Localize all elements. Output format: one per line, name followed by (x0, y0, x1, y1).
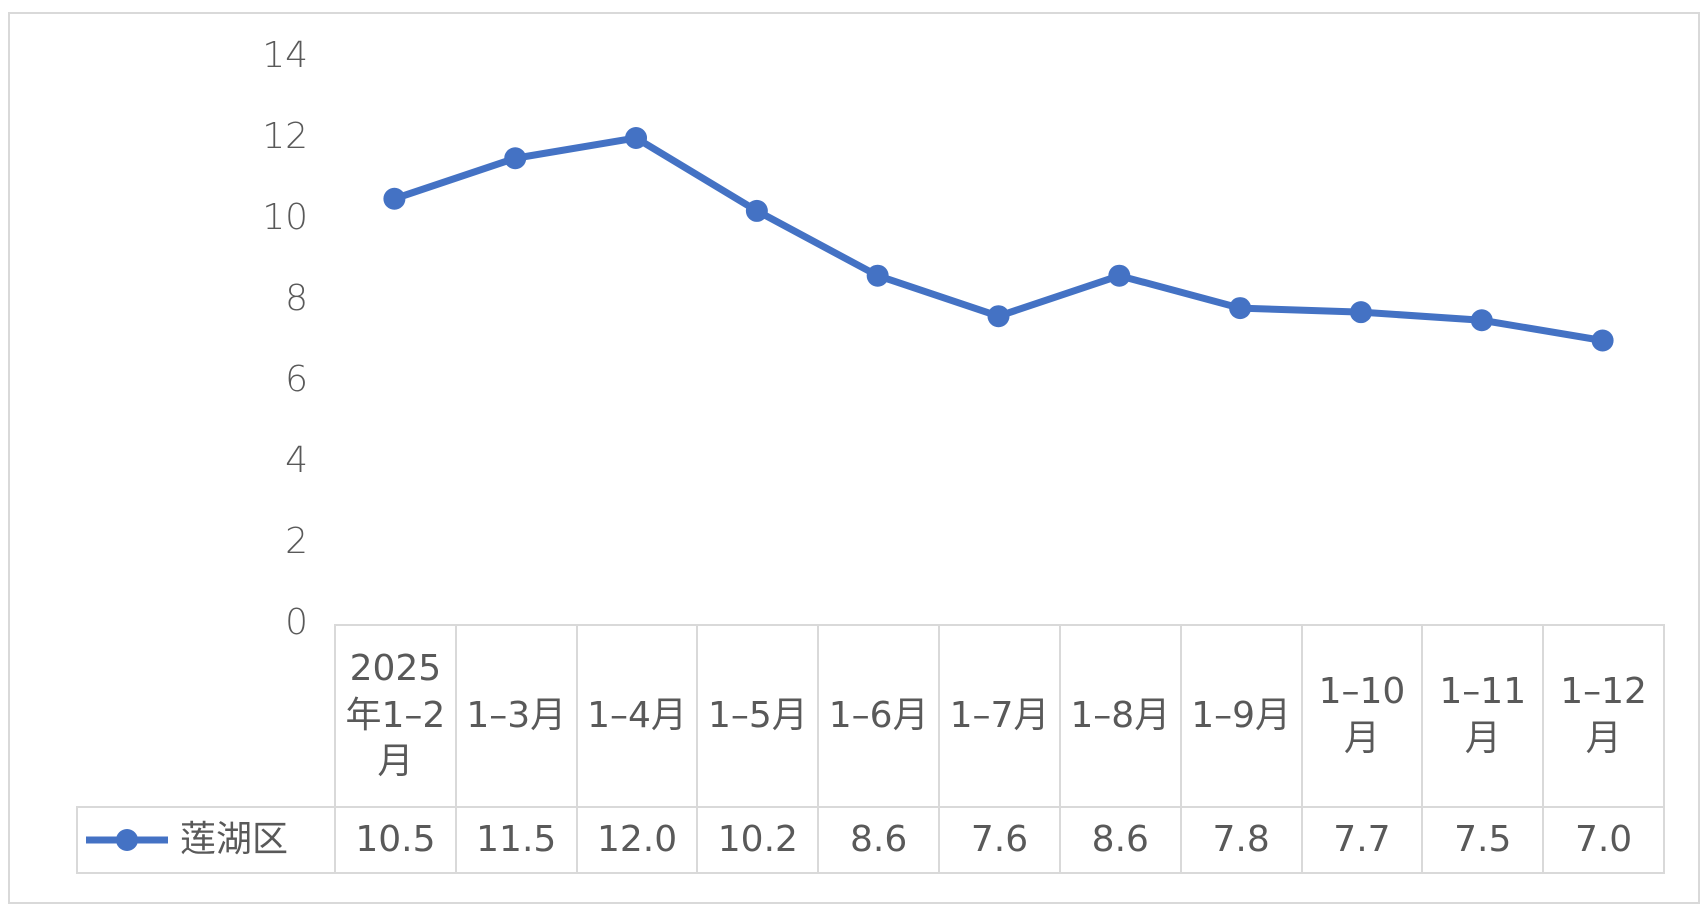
x-tick-label: 1–3月 (454, 624, 578, 808)
y-tick-label: 2 (285, 521, 308, 562)
value-label: 11.5 (454, 806, 578, 874)
data-point (1108, 264, 1131, 287)
value-label: 7.6 (938, 806, 1061, 874)
data-point (383, 187, 406, 210)
legend-label: 莲湖区 (180, 818, 289, 860)
value-label: 8.6 (817, 806, 941, 874)
value-label: 10.2 (696, 806, 820, 874)
y-tick-label: 6 (285, 359, 308, 400)
value-label: 12.0 (575, 806, 699, 874)
x-tick-label: 1–6月 (817, 624, 941, 808)
x-tick-label: 1–11月 (1421, 624, 1545, 808)
x-tick-label: 1–4月 (575, 624, 699, 808)
data-point (745, 199, 768, 222)
x-tick-label: 2025年1–2月 (334, 624, 457, 808)
legend-marker (86, 829, 168, 851)
y-tick-label: 0 (285, 602, 308, 643)
x-tick-label: 1–8月 (1058, 624, 1182, 808)
data-point (625, 127, 648, 149)
x-tick-label: 1–5月 (696, 624, 820, 808)
value-label: 7.8 (1179, 806, 1303, 874)
x-tick-label: 1–12月 (1542, 624, 1665, 808)
legend-cell: 莲湖区 (76, 806, 336, 874)
value-label: 7.7 (1300, 806, 1424, 874)
value-label: 7.5 (1421, 806, 1545, 874)
y-tick-label: 14 (262, 35, 308, 76)
y-tick-label: 10 (262, 197, 308, 238)
data-point (1229, 297, 1252, 320)
data-point (866, 264, 889, 287)
y-tick-label: 8 (285, 278, 308, 319)
x-tick-label: 1–10月 (1300, 624, 1424, 808)
data-point (1349, 301, 1372, 324)
chart-border (8, 12, 1700, 904)
y-tick-label: 12 (262, 116, 308, 157)
data-point (504, 147, 527, 170)
value-label: 10.5 (334, 806, 457, 874)
value-label: 7.0 (1542, 806, 1665, 874)
x-tick-label: 1–7月 (938, 624, 1061, 808)
y-tick-label: 4 (285, 440, 308, 481)
data-point (1591, 329, 1614, 352)
value-label: 8.6 (1058, 806, 1182, 874)
data-point (1470, 309, 1493, 332)
data-point (987, 305, 1010, 328)
x-tick-label: 1–9月 (1179, 624, 1303, 808)
